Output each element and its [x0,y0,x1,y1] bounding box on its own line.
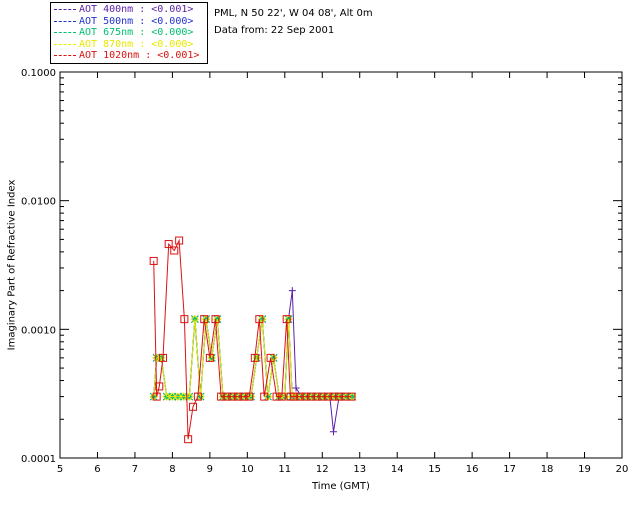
x-tick-label: 10 [241,464,254,475]
data-point [200,315,209,324]
legend-swatch [54,55,76,56]
series [149,236,356,444]
series-layer [149,236,357,444]
data-point [277,392,286,401]
y-tick-label: 0.1000 [21,68,56,79]
data-point [173,392,183,401]
data-point [175,236,184,245]
x-tick-label: 7 [132,464,138,475]
series-line [153,238,352,440]
data-point [190,314,200,324]
x-tick-label: 15 [428,464,441,475]
data-point [149,256,158,265]
legend-swatch [54,20,76,22]
data-point [162,392,171,401]
data-point [222,392,231,401]
data-point [301,392,310,401]
data-point [149,392,158,401]
series [149,314,357,401]
data-point [307,392,316,401]
data-point [184,435,193,444]
legend-item: AOT 400nm : <0.001> [51,4,207,15]
data-point [211,315,220,324]
data-point [168,392,177,401]
x-tick-label: 20 [616,464,629,475]
x-tick-label: 5 [57,464,63,475]
plot-frame [59,71,623,459]
legend-label: AOT 675nm : <0.000> [79,27,194,38]
x-tick-label: 19 [578,464,591,475]
data-point [348,392,357,401]
data-point [295,392,304,401]
data-point [217,392,226,401]
legend-label: AOT 870nm : <0.000> [79,38,194,50]
data-point [179,392,188,401]
data-point [205,353,214,362]
data-point [290,392,299,401]
legend-swatch [54,43,76,45]
x-tick-label: 17 [503,464,516,475]
data-point [245,392,254,401]
date-info: Data from: 22 Sep 2001 [214,25,335,36]
y-tick-label: 0.0010 [21,325,56,336]
data-point [239,392,248,401]
data-point [266,353,275,362]
y-axis-label: Imaginary Part of Refractive Index [6,179,18,351]
data-point [318,392,327,401]
legend-swatch [54,9,76,10]
x-axis-label: Time (GMT) [312,481,370,492]
site-info: PML, N 50 22', W 04 08', Alt 0m [214,8,373,19]
legend-label: AOT 400nm : <0.001> [79,4,194,15]
data-point [152,392,161,401]
data-point [260,392,269,401]
data-point [282,315,291,324]
legend-item: AOT 870nm : <0.000> [51,39,207,50]
data-point [330,428,338,436]
data-point [329,392,338,401]
data-point [272,392,281,401]
data-point [170,246,179,255]
axis-ticks: 5 6 7 8 9 10 11 12 13 14 15 16 17 18 19 20 0.0001 0.0010 0… [21,68,628,475]
x-tick-label: 14 [391,464,404,475]
data-point [180,315,189,324]
legend-item: AOT 500nm : <0.000> [51,16,207,27]
x-tick-label: 16 [466,464,479,475]
data-point [292,384,300,392]
x-tick-label: 12 [316,464,329,475]
x-tick-label: 13 [353,464,366,475]
data-point [228,392,237,401]
data-point [250,353,259,362]
legend-swatch [54,32,76,33]
data-point [312,392,321,401]
data-point [155,382,164,391]
legend-label: AOT 1020nm : <0.001> [79,50,200,61]
x-tick-label: 9 [207,464,213,475]
x-tick-label: 11 [278,464,291,475]
x-tick-label: 8 [169,464,175,475]
data-point [323,392,332,401]
data-point [159,353,168,362]
data-point [193,392,202,401]
data-point [288,287,296,295]
data-point [255,315,264,324]
y-tick-label: 0.0001 [21,454,56,465]
data-point [233,392,242,401]
data-point [164,240,173,249]
y-tick-label: 0.0100 [21,197,56,208]
legend-label: AOT 500nm : <0.000> [79,15,194,27]
data-point [335,392,344,401]
data-point [189,402,198,411]
data-point [347,392,356,401]
legend: AOT 400nm : <0.001> AOT 500nm : <0.000> … [50,2,208,64]
x-tick-label: 6 [94,464,100,475]
x-tick-label: 18 [541,464,554,475]
legend-item: AOT 1020nm : <0.001> [51,50,207,61]
legend-item: AOT 675nm : <0.000> [51,27,207,38]
